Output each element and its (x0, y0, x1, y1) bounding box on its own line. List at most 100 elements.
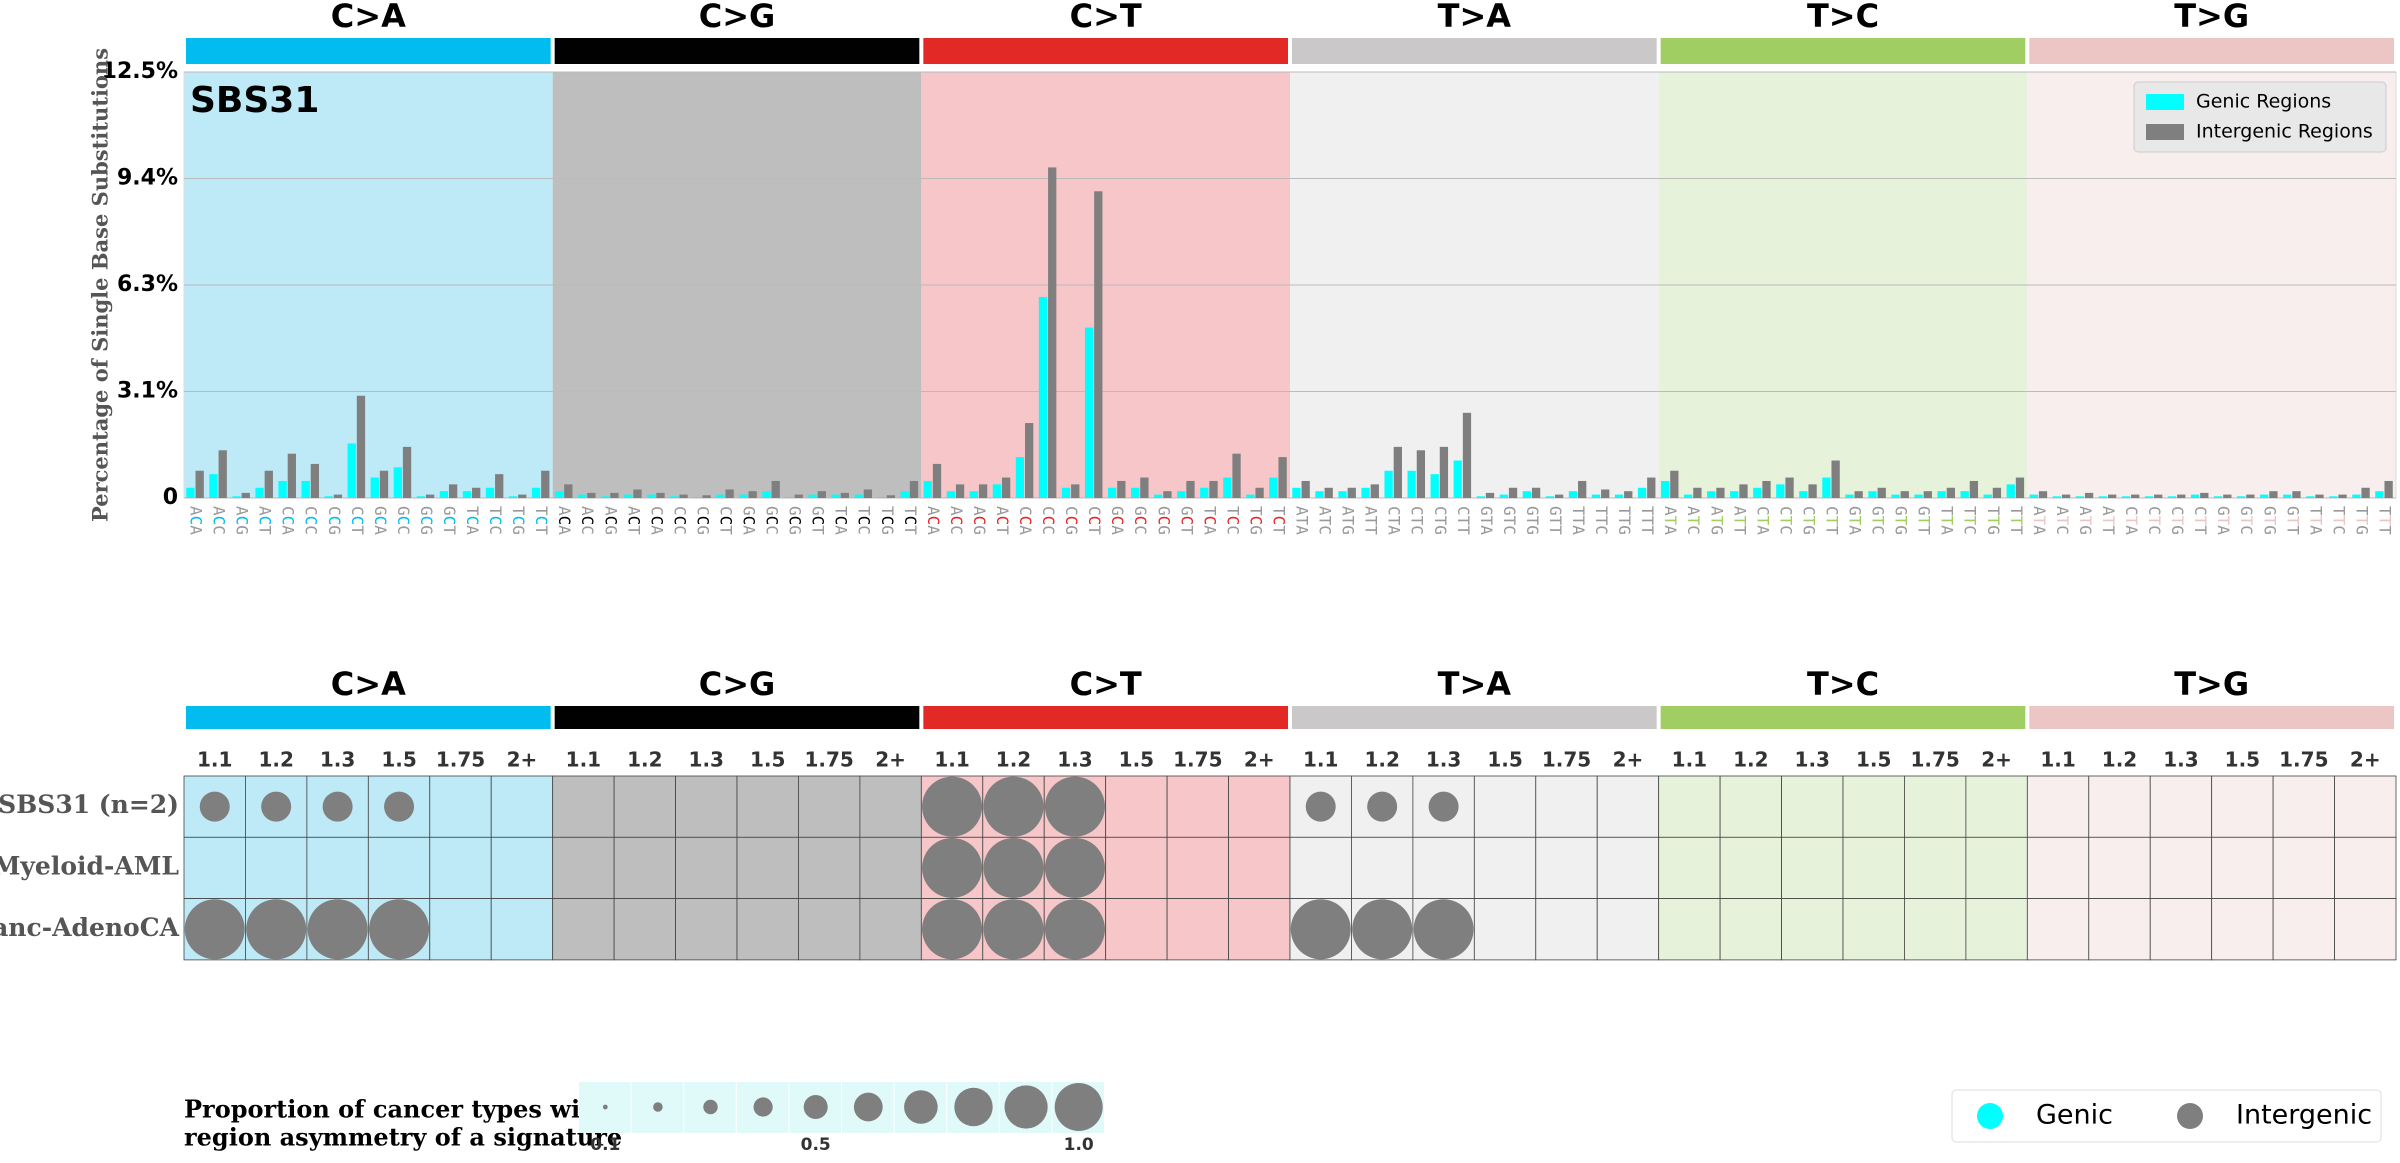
bar (2315, 494, 2324, 498)
x-tick-label: TCA (464, 506, 483, 535)
bin-label: 1.1 (2040, 748, 2075, 772)
color-legend-marker (2177, 1103, 2203, 1129)
x-tick-label: CCG (1063, 506, 1082, 535)
x-tick-label: CCA (648, 506, 667, 535)
type-label: C>G (699, 0, 776, 35)
bin-label: 1.3 (1057, 748, 1092, 772)
x-tick-label: TTG (1984, 506, 2003, 535)
x-tick-label: GCG (786, 506, 805, 535)
x-tick-label: ACT (993, 506, 1012, 535)
bubble (1413, 899, 1474, 960)
bar (2029, 494, 2038, 498)
bar (1001, 477, 1011, 498)
x-tick-label: CTT (2192, 506, 2211, 535)
type-bar (1660, 38, 2026, 64)
cell (1658, 898, 1721, 961)
cell (613, 836, 676, 899)
bar (1822, 477, 1831, 498)
cell (1965, 836, 2028, 899)
bin-label: 1.1 (1672, 748, 1707, 772)
bar (2075, 496, 2085, 498)
cell (306, 836, 369, 899)
chart-title: SBS31 (190, 80, 319, 121)
cell (552, 836, 615, 899)
bin-label: 1.3 (689, 748, 724, 772)
bar (932, 463, 942, 498)
bin-label: 1.75 (436, 748, 485, 772)
bar (1937, 491, 1946, 498)
cell (1965, 775, 2028, 838)
x-tick-label: GCT (1178, 506, 1197, 535)
bar (1545, 496, 1555, 498)
bar (1868, 491, 1877, 498)
bar (218, 450, 227, 498)
bin-label: 1.3 (1795, 748, 1830, 772)
bar (1508, 487, 1518, 498)
bar (817, 491, 826, 498)
bar (1554, 494, 1564, 498)
bar (416, 496, 426, 498)
bin-label: 1.5 (2225, 748, 2260, 772)
x-tick-label: CCA (279, 506, 298, 535)
x-tick-label: TTG (2353, 506, 2372, 535)
x-tick-label: ATG (1339, 506, 1358, 535)
bar (1347, 487, 1356, 498)
x-tick-label: GCG (1155, 506, 1174, 535)
bar (2006, 484, 2015, 498)
bin-label: 1.1 (197, 748, 232, 772)
bar (1246, 494, 1255, 498)
bar (2131, 494, 2140, 498)
size-legend-tick: 0.1 (590, 1135, 620, 1155)
bar (1223, 477, 1232, 498)
cell (1166, 836, 1229, 899)
bubble (922, 776, 983, 837)
bin-label: 1.5 (1487, 748, 1522, 772)
bar (333, 494, 343, 498)
bin-label: 2+ (507, 748, 538, 772)
bar (402, 446, 412, 498)
x-tick-label: ACG (970, 506, 989, 535)
bar (587, 492, 596, 498)
bar (1462, 412, 1472, 498)
cell (1842, 836, 1905, 899)
bar (1684, 494, 1693, 498)
bar (1186, 480, 1195, 498)
cell (429, 836, 492, 899)
bar (863, 489, 873, 498)
bubble (246, 899, 307, 960)
x-tick-label: CTC (1408, 506, 1427, 535)
cell (2026, 836, 2090, 899)
cell (2149, 898, 2213, 961)
x-tick-label: CCA (1017, 506, 1036, 535)
bar (1338, 491, 1347, 498)
bar (2052, 496, 2061, 498)
bin-label: 1.75 (1173, 748, 1222, 772)
bar (771, 480, 780, 498)
type-bar (1292, 38, 1657, 64)
x-tick-label: ATA (1293, 506, 1312, 535)
bar (992, 484, 1002, 498)
bar (1209, 480, 1218, 498)
bar (1025, 423, 1034, 498)
bar (1891, 494, 1900, 498)
bar (2292, 491, 2301, 498)
cell (1351, 775, 1414, 838)
x-tick-label: TCT (901, 506, 920, 535)
x-tick-label: CCT (717, 506, 736, 535)
x-tick-label: GCA (1109, 506, 1128, 535)
x-tick-label: GTC (1500, 506, 1519, 535)
x-tick-label: TTA (1570, 506, 1589, 535)
bar (356, 395, 366, 498)
bar (310, 463, 320, 498)
bar (1292, 487, 1301, 498)
bar (2061, 494, 2071, 498)
cell (429, 898, 492, 961)
bar (1923, 491, 1932, 498)
cell (2272, 898, 2335, 961)
x-tick-label: GTG (1523, 506, 1542, 535)
type-bar (923, 38, 1288, 64)
cell (245, 836, 308, 899)
x-tick-label: CCC (1040, 506, 1059, 535)
bar (1808, 484, 1817, 498)
type-label: T>C (1807, 665, 1879, 703)
